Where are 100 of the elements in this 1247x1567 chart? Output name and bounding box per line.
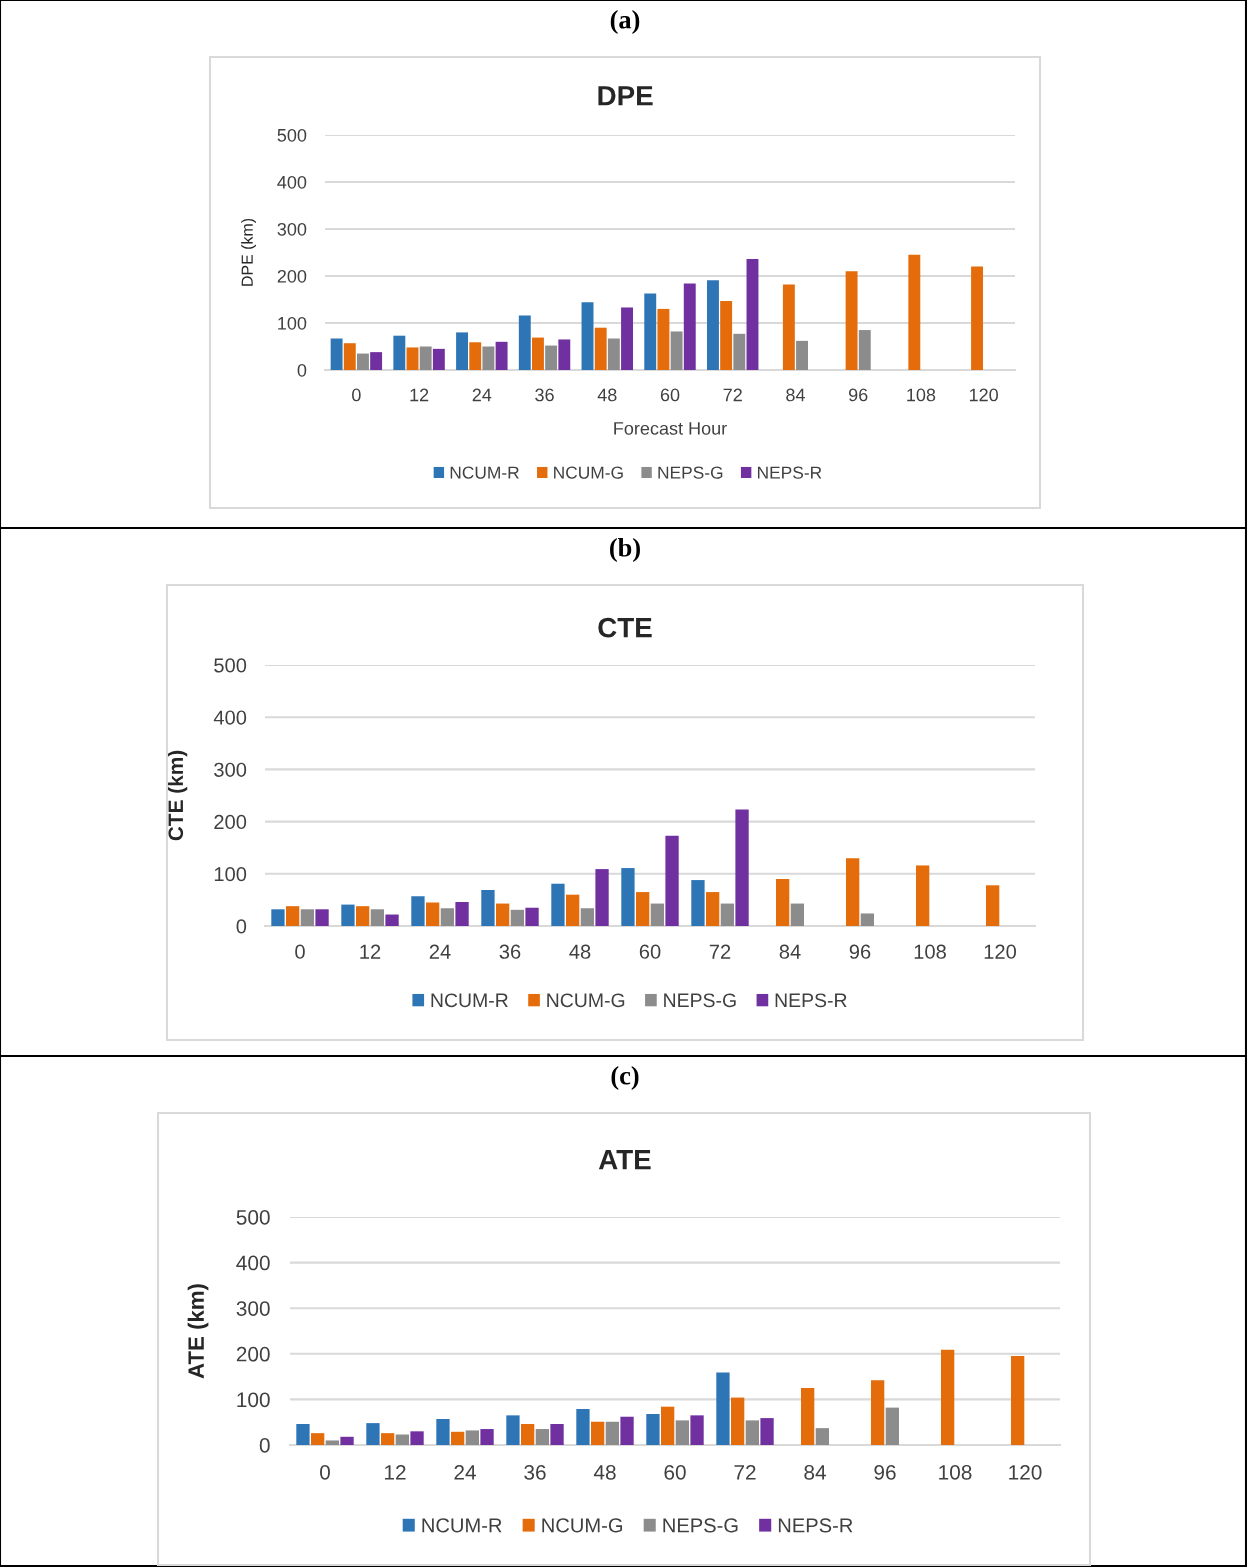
x-tick-label: 36: [535, 388, 554, 402]
bar: [885, 1407, 899, 1445]
x-tick-label: 24: [472, 388, 492, 402]
y-axis-title: DPE (km): [241, 218, 256, 286]
x-axis-title: Forecast Hour: [614, 422, 727, 435]
legend-label: NEPS-R: [775, 993, 847, 1008]
bar: [580, 908, 594, 926]
bar: [636, 892, 650, 926]
y-tick-label: 200: [277, 269, 307, 283]
bar: [707, 280, 719, 370]
bar: [735, 809, 749, 926]
y-tick-label: 400: [213, 710, 247, 725]
y-tick-label: 500: [236, 1210, 270, 1225]
bar: [620, 1416, 634, 1445]
bar: [432, 348, 445, 370]
bar: [370, 352, 383, 370]
bar: [340, 1436, 354, 1445]
bar: [271, 909, 285, 926]
bar: [381, 1433, 395, 1445]
bar: [545, 345, 558, 370]
chart-title: DPE: [598, 86, 653, 106]
bar: [482, 346, 495, 370]
bar: [986, 885, 1000, 926]
bar: [296, 1424, 310, 1445]
y-tick-label: 300: [236, 1301, 270, 1316]
bar: [525, 907, 539, 926]
bar: [518, 315, 531, 370]
bar: [366, 1423, 380, 1445]
bar: [558, 339, 571, 370]
x-tick-label: 12: [385, 1464, 406, 1480]
x-tick-label: 84: [786, 388, 805, 402]
bar: [440, 908, 454, 926]
bar: [782, 284, 795, 370]
bar: [532, 337, 544, 370]
bar: [481, 889, 495, 926]
bar: [690, 1415, 704, 1445]
bar: [521, 1424, 535, 1445]
legend-label: NEPS-G: [658, 466, 723, 479]
bar: [591, 1421, 605, 1445]
bar: [496, 903, 510, 926]
bar: [657, 308, 670, 370]
x-tick-label: 72: [723, 388, 742, 402]
x-tick-label: 12: [410, 388, 429, 402]
x-tick-label: 72: [734, 1464, 756, 1480]
bar: [760, 1418, 774, 1445]
x-tick-label: 108: [914, 944, 946, 959]
x-tick-label: 96: [848, 388, 868, 402]
x-tick-label: 120: [969, 388, 998, 402]
bar: [411, 896, 425, 926]
bar: [650, 903, 664, 926]
x-tick-label: 96: [874, 1464, 896, 1480]
bar: [733, 333, 746, 370]
bar: [665, 835, 679, 926]
legend-label: NEPS-R: [757, 466, 822, 479]
text: (a): [610, 10, 640, 34]
y-tick-label: 500: [214, 658, 247, 673]
legend-label: NCUM-R: [450, 466, 519, 479]
y-tick-label: 500: [277, 128, 307, 142]
bar: [576, 1408, 590, 1445]
y-tick-label: 0: [297, 363, 307, 377]
x-tick-label: 12: [360, 944, 381, 959]
chart-title: CTE: [598, 617, 652, 638]
bar: [300, 909, 314, 926]
y-tick-label: 100: [278, 316, 307, 330]
bar: [860, 913, 874, 926]
bar: [436, 1419, 450, 1445]
bar: [675, 1420, 689, 1445]
y-tick-label: 400: [236, 1255, 270, 1271]
bar: [871, 1380, 885, 1445]
y-tick-label: 100: [237, 1392, 270, 1408]
bar: [566, 894, 580, 926]
y-tick-label: 400: [277, 175, 307, 189]
bar: [465, 1430, 479, 1445]
bar: [370, 909, 384, 926]
bar: [908, 254, 921, 370]
y-tick-label: 200: [214, 814, 247, 830]
bar: [605, 1421, 619, 1445]
x-tick-label: 60: [639, 944, 661, 959]
bar: [815, 1428, 829, 1445]
bar: [683, 283, 696, 370]
bar: [796, 340, 808, 370]
bar: [731, 1397, 745, 1445]
bar: [971, 266, 984, 370]
bar: [456, 332, 469, 370]
text: (c): [611, 1066, 639, 1090]
bar: [691, 880, 705, 926]
bar: [941, 1349, 955, 1445]
x-tick-label: 108: [939, 1464, 972, 1480]
bar: [385, 914, 399, 926]
bar: [356, 906, 370, 926]
chart-title: ATE: [598, 1150, 651, 1170]
bar: [595, 869, 609, 926]
bar: [716, 1372, 730, 1445]
y-tick-label: 300: [214, 762, 247, 777]
y-tick-label: 0: [236, 919, 247, 934]
bar: [706, 892, 720, 926]
y-axis-title: ATE (km): [187, 1284, 209, 1379]
x-tick-label: 60: [660, 388, 680, 402]
legend-label: NCUM-G: [547, 993, 625, 1008]
bar: [393, 335, 406, 370]
